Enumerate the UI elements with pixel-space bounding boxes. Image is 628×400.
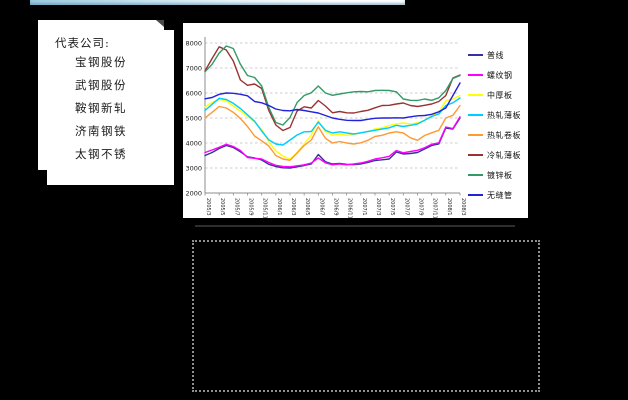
- company-list: 宝钢股份 武钢股份 鞍钢新轧 济南钢铁 太钢不锈: [75, 51, 127, 166]
- y-tick-label: 8000: [185, 39, 202, 47]
- legend-label: 冷轧薄板: [487, 150, 521, 160]
- legend-swatch: [468, 94, 483, 96]
- x-tick-label: 2008/1: [446, 198, 452, 216]
- x-tick-label: 2007/9: [418, 198, 424, 216]
- legend-label: 无缝管: [487, 190, 513, 200]
- x-tick-label: 2006/5: [304, 198, 310, 216]
- chart-legend: 普线螺纹钢中厚板热轧薄板热轧卷板冷轧薄板镀锌板无缝管: [468, 45, 528, 205]
- x-tick-label: 2005/5: [219, 198, 225, 216]
- dotted-selection-box: [192, 240, 540, 392]
- legend-item: 热轧薄板: [468, 105, 528, 125]
- y-tick-label: 3000: [185, 164, 202, 172]
- legend-swatch: [468, 174, 483, 176]
- x-tick-label: 2005/11: [262, 198, 268, 218]
- top-gradient-strip: [30, 0, 405, 5]
- y-tick-label: 6000: [185, 89, 202, 97]
- series-line-2: [204, 94, 461, 161]
- legend-label: 螺纹钢: [487, 70, 513, 80]
- steel-price-chart-panel: 2000 3000 4000 5000 6000 7000 8000 2005/3 2005/5…: [183, 23, 528, 218]
- x-tick-label: 2008/3: [460, 198, 466, 216]
- x-tick-label: 2006/11: [347, 198, 353, 218]
- series-line-6: [204, 45, 461, 126]
- series-line-1: [204, 116, 461, 168]
- line-chart: 2000 3000 4000 5000 6000 7000 8000 2005/3 2005/5…: [185, 37, 466, 218]
- series-line-7: [204, 82, 461, 122]
- y-tick-label: 5000: [185, 114, 202, 122]
- x-tick-label: 2006/1: [276, 198, 282, 216]
- company-name: 太钢不锈: [75, 147, 127, 161]
- legend-swatch: [468, 154, 483, 156]
- legend-label: 热轧薄板: [487, 110, 521, 120]
- series-line-4: [204, 104, 461, 162]
- company-name: 武钢股份: [75, 78, 127, 92]
- company-name: 鞍钢新轧: [75, 101, 127, 115]
- x-tick-label: 2005/3: [205, 198, 211, 216]
- legend-swatch: [468, 194, 483, 196]
- y-tick-label: 7000: [185, 64, 202, 72]
- series-line-3: [204, 97, 461, 146]
- y-tick-label: 2000: [185, 189, 202, 197]
- company-name: 宝钢股份: [75, 55, 127, 69]
- legend-item: 螺纹钢: [468, 65, 528, 85]
- legend-swatch: [468, 114, 483, 116]
- legend-item: 无缝管: [468, 185, 528, 205]
- company-name: 济南钢铁: [75, 124, 127, 138]
- legend-swatch: [468, 54, 483, 56]
- legend-label: 热轧卷板: [487, 130, 521, 140]
- series-line-5: [204, 46, 461, 132]
- x-tick-label: 2006/3: [290, 198, 296, 216]
- legend-item: 普线: [468, 45, 528, 65]
- legend-label: 镀锌板: [487, 170, 513, 180]
- y-tick-label: 4000: [185, 139, 202, 147]
- note-box: 代表公司: 宝钢股份 武钢股份 鞍钢新轧 济南钢铁 太钢不锈: [38, 20, 174, 185]
- x-tick-label: 2005/9: [248, 198, 254, 216]
- x-tick-label: 2006/9: [333, 198, 339, 216]
- legend-label: 中厚板: [487, 90, 513, 100]
- note-corner-notch-bottom-left: [38, 170, 47, 185]
- legend-item: 中厚板: [468, 85, 528, 105]
- legend-item: 镀锌板: [468, 165, 528, 185]
- legend-item: 冷轧薄板: [468, 145, 528, 165]
- note-corner-notch-top-right: [164, 20, 174, 30]
- legend-swatch: [468, 134, 483, 136]
- note-title: 代表公司:: [55, 36, 110, 50]
- x-tick-label: 2007/5: [389, 198, 395, 216]
- x-tick-label: 2006/7: [318, 198, 324, 216]
- x-tick-label: 2007/7: [403, 198, 409, 216]
- x-tick-label: 2007/1: [361, 198, 367, 216]
- faint-divider-line: [195, 225, 515, 227]
- x-tick-label: 2007/11: [432, 198, 438, 218]
- note-fold-mark: [156, 20, 164, 27]
- legend-swatch: [468, 74, 483, 76]
- legend-label: 普线: [487, 50, 504, 60]
- x-tick-label: 2005/7: [233, 198, 239, 216]
- legend-item: 热轧卷板: [468, 125, 528, 145]
- x-tick-label: 2007/3: [375, 198, 381, 216]
